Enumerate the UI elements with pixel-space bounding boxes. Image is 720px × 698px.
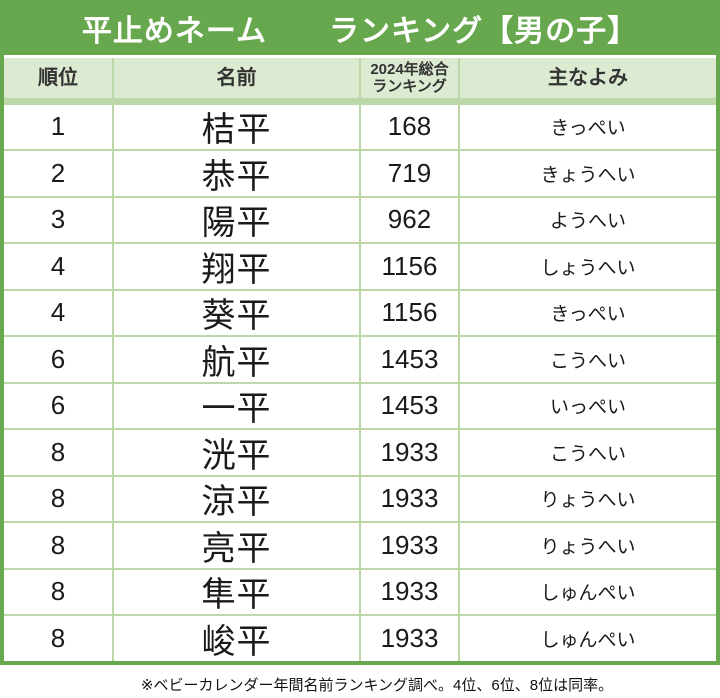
reading-cell: きっぺい: [460, 290, 716, 335]
rank-cell: 4: [4, 290, 112, 335]
reading-cell: しゅんぺい: [460, 616, 716, 661]
name-cell: 翔平: [114, 244, 359, 289]
reading-cell: しゅんぺい: [460, 569, 716, 614]
overall-ranking-cell: 962: [361, 197, 458, 242]
column-header-overall-line1: 2024年総合: [370, 60, 449, 78]
overall-ranking-cell: 168: [361, 104, 458, 149]
overall-ranking-cell: 1933: [361, 430, 458, 475]
name-cell: 涼平: [114, 476, 359, 521]
rank-cell: 4: [4, 244, 112, 289]
rank-cell: 8: [4, 476, 112, 521]
reading-cell: きょうへい: [460, 151, 716, 196]
reading-cell: こうへい: [460, 430, 716, 475]
column-header-overall-ranking: 2024年総合 ランキング: [361, 58, 458, 98]
reading-cell: きっぺい: [460, 104, 716, 149]
rank-cell: 1: [4, 104, 112, 149]
reading-cell: しょうへい: [460, 244, 716, 289]
name-cell: 陽平: [114, 197, 359, 242]
name-cell: 恭平: [114, 151, 359, 196]
page-title: 平止めネーム ランキング【男の子】: [81, 14, 639, 48]
rank-cell: 8: [4, 569, 112, 614]
rank-cell: 3: [4, 197, 112, 242]
column-header-name: 名前: [114, 58, 359, 98]
reading-cell: りょうへい: [460, 523, 716, 568]
rank-cell: 6: [4, 383, 112, 428]
rank-cell: 8: [4, 523, 112, 568]
reading-cell: いっぺい: [460, 383, 716, 428]
name-cell: 亮平: [114, 523, 359, 568]
overall-ranking-cell: 1933: [361, 616, 458, 661]
name-cell: 葵平: [114, 290, 359, 335]
title-bar: 平止めネーム ランキング【男の子】: [0, 0, 720, 55]
name-cell: 峻平: [114, 616, 359, 661]
name-cell: 一平: [114, 383, 359, 428]
rank-cell: 2: [4, 151, 112, 196]
overall-ranking-cell: 1933: [361, 523, 458, 568]
rank-cell: 8: [4, 616, 112, 661]
column-header-reading: 主なよみ: [460, 58, 716, 98]
overall-ranking-cell: 1453: [361, 383, 458, 428]
overall-ranking-cell: 1933: [361, 476, 458, 521]
overall-ranking-cell: 1156: [361, 290, 458, 335]
rank-cell: 8: [4, 430, 112, 475]
table-grid: 順位 名前 2024年総合 ランキング 主なよみ 1 桔平 168 きっぺい 2…: [4, 58, 716, 661]
overall-ranking-cell: 1453: [361, 337, 458, 382]
column-header-overall-line2: ランキング: [372, 78, 447, 95]
overall-ranking-cell: 1933: [361, 569, 458, 614]
name-cell: 隼平: [114, 569, 359, 614]
reading-cell: ようへい: [460, 197, 716, 242]
overall-ranking-cell: 1156: [361, 244, 458, 289]
column-header-rank: 順位: [4, 58, 112, 98]
reading-cell: りょうへい: [460, 476, 716, 521]
rank-cell: 6: [4, 337, 112, 382]
name-cell: 航平: [114, 337, 359, 382]
name-cell: 桔平: [114, 104, 359, 149]
reading-cell: こうへい: [460, 337, 716, 382]
title-divider: [4, 55, 716, 58]
overall-ranking-cell: 719: [361, 151, 458, 196]
name-cell: 洸平: [114, 430, 359, 475]
ranking-table: 順位 名前 2024年総合 ランキング 主なよみ 1 桔平 168 きっぺい 2…: [0, 55, 720, 665]
source-note: ※ベビーカレンダー年間名前ランキング調べ。4位、6位、8位は同率。: [140, 676, 614, 694]
